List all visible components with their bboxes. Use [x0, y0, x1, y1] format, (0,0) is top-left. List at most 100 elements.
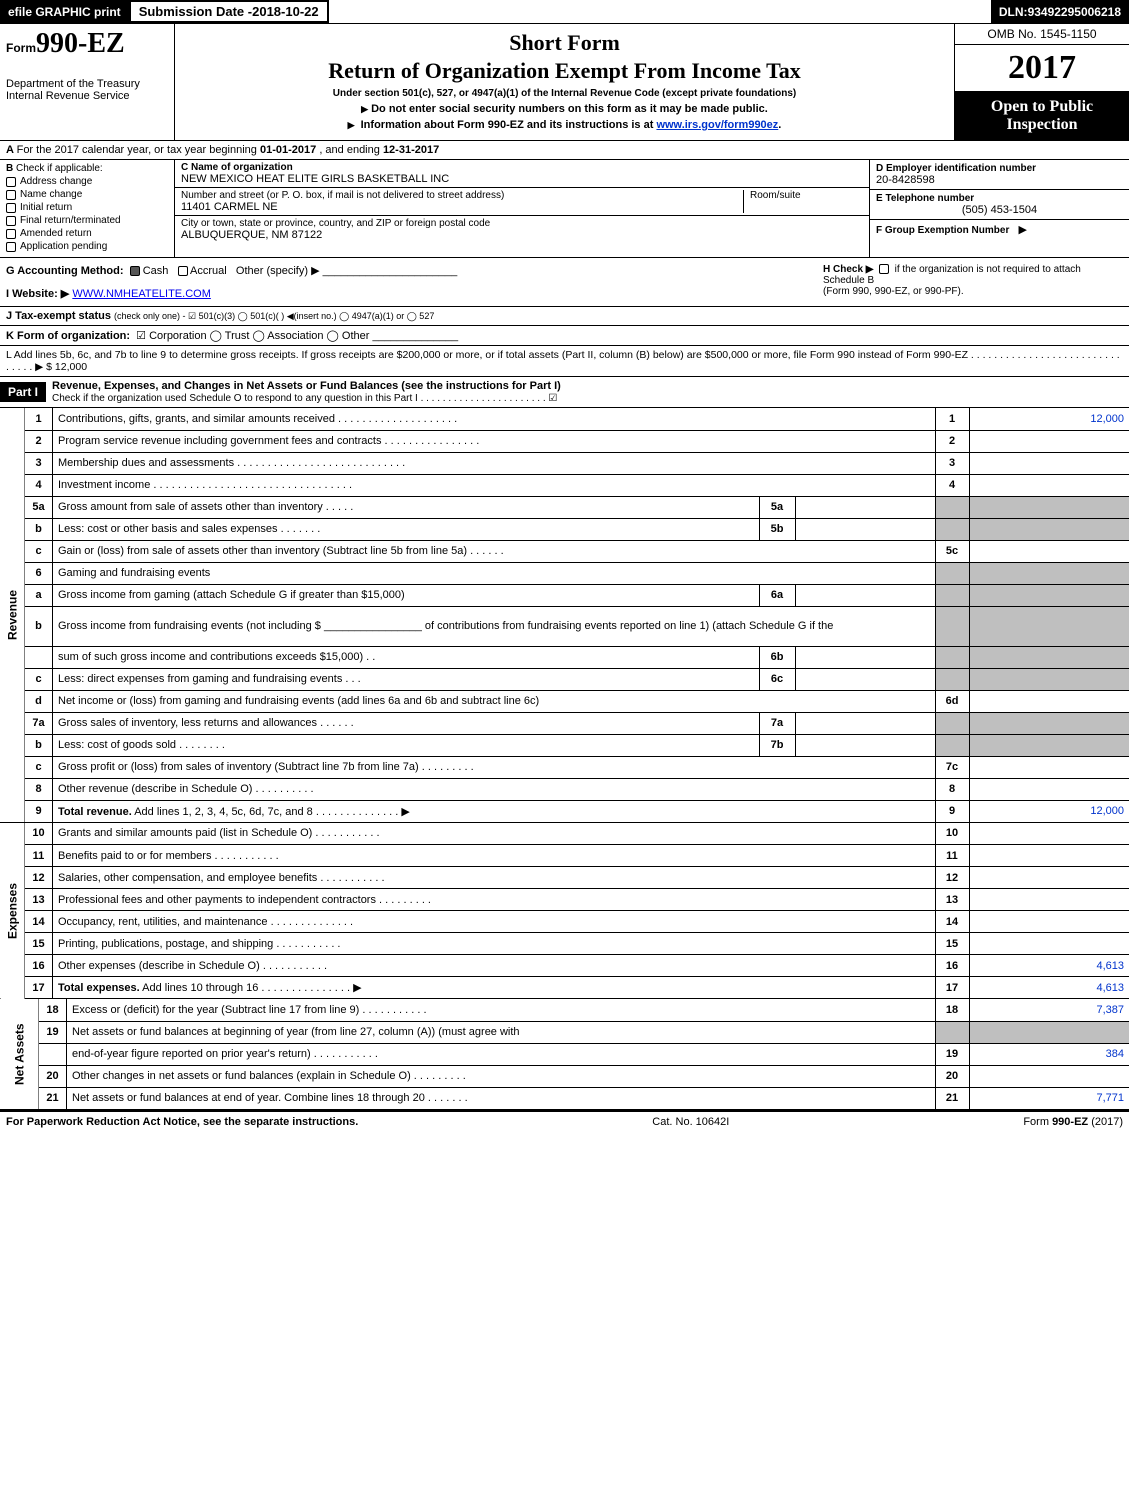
header-right: OMB No. 1545-1150 2017 Open to Public In… [954, 24, 1129, 140]
line-description: Gross profit or (loss) from sales of inv… [53, 756, 936, 778]
line-number: d [25, 690, 53, 712]
line-row: 4Investment income . . . . . . . . . . .… [0, 474, 1129, 496]
org-name-label: C Name of organization [181, 162, 863, 173]
line-description: Gross income from fundraising events (no… [53, 606, 936, 646]
line-amount [969, 606, 1129, 646]
city-value: ALBUQUERQUE, NM 87122 [181, 229, 863, 241]
line-box-number: 17 [935, 977, 969, 999]
top-bar: efile GRAPHIC print Submission Date - 20… [0, 0, 1129, 24]
line-description: Contributions, gifts, grants, and simila… [53, 408, 936, 430]
checkbox-icon [130, 266, 140, 276]
line-row: 16Other expenses (describe in Schedule O… [0, 955, 1129, 977]
line-amount [969, 823, 1129, 845]
line-row: 17Total expenses. Add lines 10 through 1… [0, 977, 1129, 999]
line-description: Gross income from gaming (attach Schedul… [53, 584, 760, 606]
section-b: B Check if applicable: Address change Na… [0, 160, 175, 257]
form-number: Form990-EZ [6, 28, 168, 60]
line-number: c [25, 756, 53, 778]
line-amount [969, 540, 1129, 562]
line-amount [969, 452, 1129, 474]
row-l: L Add lines 5b, 6c, and 7b to line 9 to … [0, 346, 1129, 377]
check-name-change[interactable]: Name change [6, 189, 168, 200]
line-amount [969, 889, 1129, 911]
group-exemption-label: F Group Exemption Number [876, 225, 1009, 236]
room-label: Room/suite [750, 190, 863, 201]
line-row: 15Printing, publications, postage, and s… [0, 933, 1129, 955]
line-row: 13Professional fees and other payments t… [0, 889, 1129, 911]
line-box-number: 20 [935, 1065, 969, 1087]
line-number: 21 [39, 1087, 67, 1109]
checkbox-icon [6, 216, 16, 226]
check-initial-return[interactable]: Initial return [6, 202, 168, 213]
line-description: Program service revenue including govern… [53, 430, 936, 452]
check-application-pending[interactable]: Application pending [6, 241, 168, 252]
part1-subtitle: Check if the organization used Schedule … [52, 393, 557, 404]
l-text: L Add lines 5b, 6c, and 7b to line 9 to … [6, 349, 1120, 373]
line-description: Less: direct expenses from gaming and fu… [53, 668, 760, 690]
website-link[interactable]: WWW.NMHEATELITE.COM [72, 288, 211, 300]
form-header: Form990-EZ Department of the Treasury In… [0, 24, 1129, 141]
info-link[interactable]: www.irs.gov/form990ez [656, 119, 778, 131]
h-text2: (Form 990, 990-EZ, or 990-PF). [823, 286, 964, 297]
line-description: Less: cost of goods sold . . . . . . . . [53, 734, 760, 756]
line-box-number: 10 [935, 823, 969, 845]
line-description: Total revenue. Add lines 1, 2, 3, 4, 5c,… [53, 800, 936, 822]
line-description: Excess or (deficit) for the year (Subtra… [67, 999, 936, 1021]
section-b-label: Check if applicable: [16, 163, 103, 174]
line-row: 9Total revenue. Add lines 1, 2, 3, 4, 5c… [0, 800, 1129, 822]
line-amount [969, 562, 1129, 584]
line-number: 7a [25, 712, 53, 734]
line-row: cLess: direct expenses from gaming and f… [0, 668, 1129, 690]
checkbox-icon [6, 203, 16, 213]
ein-value: 20-8428598 [876, 174, 1123, 186]
line-description: Less: cost or other basis and sales expe… [53, 518, 760, 540]
footer-center: Cat. No. 10642I [652, 1116, 729, 1128]
line-box-number: 4 [935, 474, 969, 496]
check-final-return[interactable]: Final return/terminated [6, 215, 168, 226]
dln-label: DLN: [999, 5, 1028, 19]
line-amount: 7,771 [969, 1087, 1129, 1109]
footer-left: For Paperwork Reduction Act Notice, see … [6, 1116, 358, 1128]
g-other: Other (specify) ▶ [236, 265, 320, 277]
line-row: 5aGross amount from sale of assets other… [0, 496, 1129, 518]
netassets-table: Net Assets18Excess or (deficit) for the … [0, 999, 1129, 1110]
line-amount [969, 474, 1129, 496]
line-description: Grants and similar amounts paid (list in… [53, 823, 936, 845]
section-a-row: A For the 2017 calendar year, or tax yea… [0, 141, 1129, 160]
line-number: b [25, 606, 53, 646]
section-a-mid: , and ending [319, 144, 383, 156]
line-amount [969, 734, 1129, 756]
line-box-number: 19 [935, 1043, 969, 1065]
line-number: b [25, 518, 53, 540]
line-box-number: 8 [935, 778, 969, 800]
line-box-number: 13 [935, 889, 969, 911]
part1-header-row: Part I Revenue, Expenses, and Changes in… [0, 377, 1129, 408]
inner-line-number: 7b [759, 734, 795, 756]
k-label: K Form of organization: [6, 330, 130, 342]
line-description: Other expenses (describe in Schedule O) … [53, 955, 936, 977]
line-amount [969, 933, 1129, 955]
check-amended-return[interactable]: Amended return [6, 228, 168, 239]
header-left: Form990-EZ Department of the Treasury In… [0, 24, 175, 140]
checkbox-icon [178, 266, 188, 276]
check-address-change[interactable]: Address change [6, 176, 168, 187]
line-amount [969, 845, 1129, 867]
line-number: 10 [25, 823, 53, 845]
line-number: b [25, 734, 53, 756]
inner-line-value [795, 496, 935, 518]
line-number: 11 [25, 845, 53, 867]
part1-badge: Part I [0, 382, 46, 402]
line-number: 15 [25, 933, 53, 955]
line-box-number: 12 [935, 867, 969, 889]
line-row: Net Assets18Excess or (deficit) for the … [0, 999, 1129, 1021]
g-accrual: Accrual [190, 265, 227, 277]
footer-right-bold: 990-EZ [1052, 1116, 1088, 1128]
line-amount [969, 756, 1129, 778]
line-description: Net assets or fund balances at end of ye… [67, 1087, 936, 1109]
line-number: 19 [39, 1021, 67, 1043]
line-description: Gain or (loss) from sale of assets other… [53, 540, 936, 562]
line-box-number [935, 646, 969, 668]
revenue-table: Revenue1Contributions, gifts, grants, an… [0, 408, 1129, 823]
dept-irs: Internal Revenue Service [6, 90, 168, 102]
part1-title-block: Revenue, Expenses, and Changes in Net As… [46, 377, 567, 407]
